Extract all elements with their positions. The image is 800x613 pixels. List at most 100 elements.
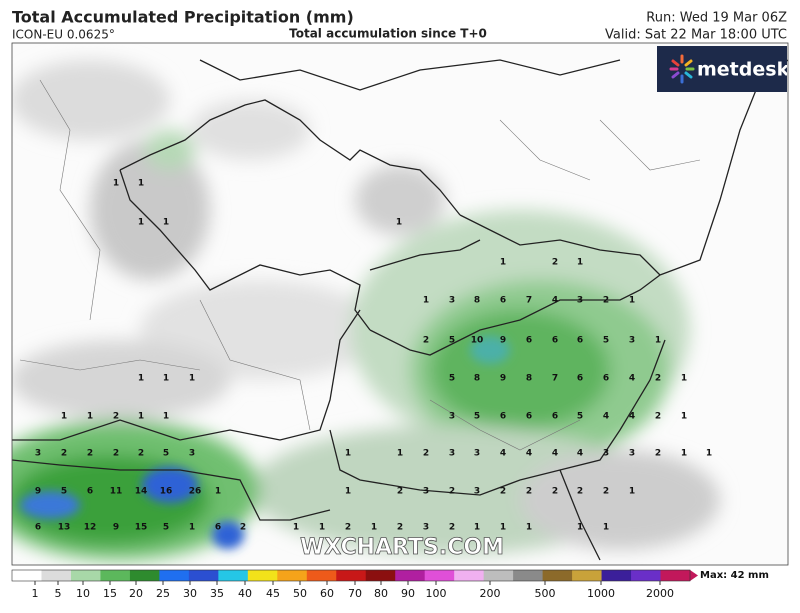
precip-label: 2	[552, 487, 558, 497]
colorbar-segment	[12, 570, 42, 581]
colorbar-segment	[218, 570, 249, 581]
title: Total Accumulated Precipitation (mm)	[12, 8, 354, 27]
regions	[19, 79, 701, 451]
precip-label: 3	[629, 336, 635, 346]
precip-label: 1	[681, 412, 687, 422]
precip-label: 3	[629, 449, 635, 459]
colorbar-arrow	[690, 570, 698, 581]
precip-label: 9	[500, 336, 506, 346]
precip-label: 2	[138, 449, 144, 459]
colorbar-segment	[188, 570, 219, 581]
precip-label: 1	[629, 487, 635, 497]
precip-label: 2	[577, 487, 583, 497]
precip-label: 1	[163, 218, 169, 228]
precip-label: 6	[526, 336, 532, 346]
precip-label: 8	[474, 296, 480, 306]
map-labels: 1 11 1 11 2 11 3 8 6 7 4 3 2 12 5 10 9 6 6 6 5 3 11 1 1 5 8 9 8 7 6 6 4 2…	[35, 179, 712, 533]
precip-label: 1	[87, 412, 93, 422]
precip-label: 2	[423, 336, 429, 346]
precip-label: 1	[500, 258, 506, 268]
precip-label: 2	[240, 523, 246, 533]
precip-label: 1	[293, 523, 299, 533]
precip-label: 6	[603, 374, 609, 384]
colorbar-segment	[572, 570, 603, 581]
precip-label: 2	[87, 449, 93, 459]
precip-label: 3	[474, 487, 480, 497]
colorbar-segment	[631, 570, 662, 581]
precip-label: 1	[577, 523, 583, 533]
precip-label: 2	[397, 523, 403, 533]
colorbar-segment	[660, 570, 691, 581]
precip-label: 12	[84, 523, 97, 533]
precip-label: 2	[655, 412, 661, 422]
colorbar-tick-label: 60	[320, 587, 334, 600]
precip-label: 8	[474, 374, 480, 384]
precip-label: 9	[500, 374, 506, 384]
colorbar-tick-label: 5	[55, 587, 62, 600]
precip-label: 1	[629, 296, 635, 306]
colorbar-segment	[454, 570, 485, 581]
precip-label: 2	[500, 487, 506, 497]
precip-label: 2	[603, 296, 609, 306]
colorbar-tick-label: 45	[266, 587, 280, 600]
precip-label: 6	[500, 296, 506, 306]
heavy-precip	[20, 336, 510, 549]
precip-label: 1	[138, 412, 144, 422]
precip-label: 4	[552, 449, 558, 459]
precip-label: 2	[603, 487, 609, 497]
precip-label: 5	[474, 412, 480, 422]
colorbar-tick-label: 500	[535, 587, 556, 600]
precip-label: 2	[113, 412, 119, 422]
max-label: Max: 42 mm	[700, 570, 769, 581]
precip-label: 13	[58, 523, 71, 533]
colorbar-tick-label: 25	[156, 587, 170, 600]
colorbar-segment	[159, 570, 190, 581]
precip-label: 4	[500, 449, 506, 459]
precip-label: 2	[449, 523, 455, 533]
precip-label: 4	[629, 412, 635, 422]
precip-label: 3	[449, 296, 455, 306]
precip-label: 1	[371, 523, 377, 533]
colorbar-frame	[11, 569, 691, 582]
colorbar-tick-label: 1	[32, 587, 39, 600]
precip-label: 1	[138, 374, 144, 384]
precip-label: 1	[319, 523, 325, 533]
precip-label: 4	[629, 374, 635, 384]
colorbar-tick-label: 1000	[587, 587, 615, 600]
precip-label: 2	[397, 487, 403, 497]
precip-label: 14	[135, 487, 148, 497]
precip-label: 1	[706, 449, 712, 459]
precip-label: 1	[655, 336, 661, 346]
precip-label: 1	[603, 523, 609, 533]
precip-label: 4	[577, 449, 583, 459]
precip-label: 1	[138, 179, 144, 189]
precip-label: 15	[135, 523, 148, 533]
colorbar-tick-label: 2000	[646, 587, 674, 600]
logo-box	[657, 46, 787, 92]
precip-label: 5	[163, 449, 169, 459]
precip-label: 5	[163, 523, 169, 533]
logo-icon	[669, 54, 695, 84]
precip-label: 4	[526, 449, 532, 459]
colorbar-tick-label: 50	[293, 587, 307, 600]
colorbar-segment	[41, 570, 72, 581]
colorbar-tick-label: 70	[348, 587, 362, 600]
precip-label: 1	[345, 449, 351, 459]
precip-label: 2	[449, 487, 455, 497]
precip-label: 4	[603, 412, 609, 422]
precip-label: 6	[552, 412, 558, 422]
precip-label: 6	[500, 412, 506, 422]
colorbar-segment	[542, 570, 573, 581]
precip-label: 3	[35, 449, 41, 459]
colorbar-tick-label: 15	[103, 587, 117, 600]
precip-label: 3	[603, 449, 609, 459]
precip-label: 3	[577, 296, 583, 306]
precip-label: 3	[423, 523, 429, 533]
precip-label: 2	[526, 487, 532, 497]
map: metdesk WXCHARTS.COM 1 11 1 11 2 11 3 8 6 7 4 3 2 12 5…	[12, 43, 788, 565]
precip-label: 1	[577, 258, 583, 268]
precip-label: 7	[552, 374, 558, 384]
precip-label: 11	[110, 487, 123, 497]
precip-label: 1	[113, 179, 119, 189]
